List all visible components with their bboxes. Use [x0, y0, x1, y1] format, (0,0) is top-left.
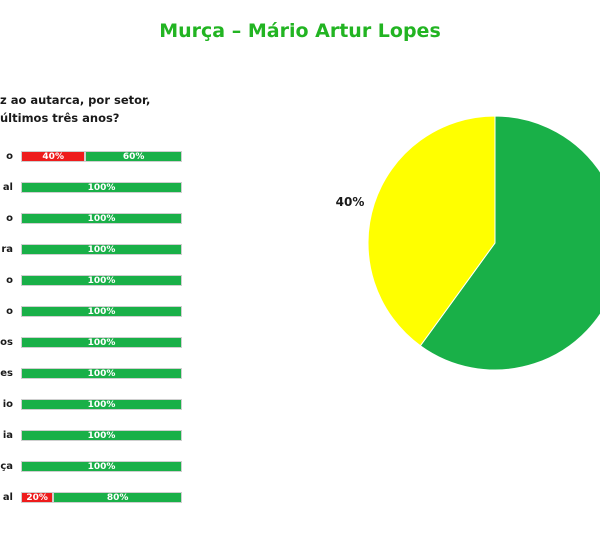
stacked-bar: 100% — [21, 275, 182, 286]
bar-segment-positive: 60% — [85, 151, 182, 162]
bar-row: ra 100% — [0, 242, 190, 258]
bar-row: es 100% — [0, 366, 190, 382]
bar-segment-positive: 100% — [21, 213, 182, 224]
stacked-bar: 100% — [21, 182, 182, 193]
pie-slice-yellow — [367, 115, 496, 347]
bar-row: io 100% — [0, 397, 190, 413]
bar-segment-positive: 100% — [21, 182, 182, 193]
bar-segment-positive: 100% — [21, 399, 182, 410]
stacked-bar: 100% — [21, 213, 182, 224]
bar-row: ça 100% — [0, 459, 190, 475]
bar-row: o 100% — [0, 211, 190, 227]
stacked-bar: 40% 60% — [21, 151, 182, 162]
bar-row: al 100% — [0, 180, 190, 196]
bar-row: os 100% — [0, 335, 190, 351]
pie-chart: 40% — [336, 115, 600, 371]
category-label: ça — [0, 461, 13, 472]
category-label: o — [6, 213, 13, 224]
category-label: ia — [2, 430, 13, 441]
chart-title: Murça – Mário Artur Lopes — [159, 20, 441, 42]
pie-slice-label: 40% — [336, 195, 365, 209]
bar-segment-positive: 80% — [53, 492, 182, 503]
category-label: ra — [1, 244, 13, 255]
question-line-1: z ao autarca, por setor, — [0, 93, 151, 107]
stacked-bar: 100% — [21, 368, 182, 379]
question-line-2: últimos três anos? — [0, 111, 120, 125]
category-label: o — [6, 275, 13, 286]
stacked-bar: 100% — [21, 399, 182, 410]
stacked-bar: 100% — [21, 306, 182, 317]
bar-segment-positive: 100% — [21, 306, 182, 317]
bar-segment-negative: 20% — [21, 492, 54, 503]
bar-segment-positive: 100% — [21, 244, 182, 255]
category-label: o — [6, 306, 13, 317]
bar-row: al 20% 80% — [0, 490, 190, 506]
bar-row: o 40% 60% — [0, 149, 190, 165]
stacked-bar: 100% — [21, 461, 182, 472]
bar-row: o 100% — [0, 304, 190, 320]
bar-segment-negative: 40% — [21, 151, 86, 162]
pie-slice-green — [419, 115, 600, 371]
category-label: al — [2, 492, 13, 503]
stacked-bar: 20% 80% — [21, 492, 182, 503]
bar-segment-positive: 100% — [21, 430, 182, 441]
category-label: es — [0, 368, 13, 379]
stacked-bar: 100% — [21, 244, 182, 255]
category-label: al — [2, 182, 13, 193]
bar-segment-positive: 100% — [21, 368, 182, 379]
stacked-bar: 100% — [21, 430, 182, 441]
bar-segment-positive: 100% — [21, 275, 182, 286]
bar-row: ia 100% — [0, 428, 190, 444]
category-label: io — [2, 399, 13, 410]
bar-segment-positive: 100% — [21, 461, 182, 472]
category-label: o — [6, 151, 13, 162]
bar-segment-positive: 100% — [21, 337, 182, 348]
question-text: z ao autarca, por setor, últimos três an… — [0, 91, 200, 127]
category-label: os — [0, 337, 13, 348]
bar-row: o 100% — [0, 273, 190, 289]
stacked-bar: 100% — [21, 337, 182, 348]
